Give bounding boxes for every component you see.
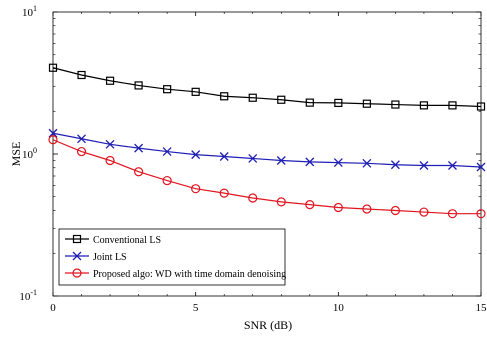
series-markers xyxy=(48,63,486,219)
y-tick-label: 100 xyxy=(22,146,37,161)
data-point xyxy=(191,150,201,160)
legend-label: Conventional LS xyxy=(93,235,161,246)
data-point xyxy=(48,63,58,72)
data-point xyxy=(390,205,400,216)
y-axis-label: MSE xyxy=(9,142,23,167)
y-tick-label: 10-1 xyxy=(19,288,37,303)
y-tick-base: 10 xyxy=(19,291,31,303)
data-point xyxy=(419,161,429,170)
data-point xyxy=(305,98,314,107)
data-point xyxy=(191,87,200,96)
data-point xyxy=(391,100,400,109)
data-point xyxy=(48,128,58,138)
series-line-1 xyxy=(52,132,482,168)
y-tick-base: 10 xyxy=(22,149,34,161)
data-point xyxy=(134,81,143,90)
data-point xyxy=(276,197,286,207)
data-point xyxy=(219,188,229,198)
legend-label: Joint LS xyxy=(93,252,127,263)
data-point xyxy=(390,160,400,170)
data-point xyxy=(191,184,201,194)
x-tick-label: 0 xyxy=(50,302,56,314)
y-tick-exponent: 0 xyxy=(33,146,37,155)
data-point xyxy=(76,146,87,157)
data-point xyxy=(162,147,172,157)
y-tick-label: 101 xyxy=(22,4,37,19)
x-axis-label: SNR (dB) xyxy=(244,318,292,332)
data-point xyxy=(276,156,286,165)
data-point xyxy=(305,157,315,167)
data-point xyxy=(476,162,486,172)
data-point xyxy=(476,102,486,111)
data-point xyxy=(105,139,115,149)
series-lines xyxy=(52,67,482,215)
data-point xyxy=(163,85,172,94)
series-line-2 xyxy=(52,139,481,215)
data-point xyxy=(362,204,372,214)
data-point xyxy=(248,154,258,163)
series-line-0 xyxy=(52,67,482,108)
data-point xyxy=(362,99,371,108)
data-point xyxy=(333,202,343,213)
data-point xyxy=(305,200,315,210)
data-point xyxy=(134,143,144,153)
data-point xyxy=(362,158,372,168)
data-point xyxy=(419,101,429,110)
data-point xyxy=(220,92,229,101)
legend-marker xyxy=(72,268,82,278)
data-point xyxy=(248,193,258,203)
y-tick-exponent: 1 xyxy=(33,4,37,13)
legend-box xyxy=(58,228,286,286)
data-point xyxy=(134,167,144,177)
data-point xyxy=(219,152,229,161)
data-point xyxy=(333,158,343,168)
data-point xyxy=(77,134,86,144)
x-tick-label: 15 xyxy=(476,302,487,314)
data-point xyxy=(334,98,343,108)
y-tick-exponent: -1 xyxy=(30,288,37,297)
data-point xyxy=(105,155,115,166)
legend-marker xyxy=(72,251,82,261)
data-point xyxy=(162,175,172,186)
data-point xyxy=(448,101,457,110)
y-tick-base: 10 xyxy=(22,7,34,19)
data-point xyxy=(248,93,257,102)
data-point xyxy=(476,209,486,219)
data-point xyxy=(448,161,457,170)
data-point xyxy=(105,76,115,85)
data-point xyxy=(77,70,86,80)
data-point xyxy=(277,95,286,104)
data-point xyxy=(419,207,429,217)
x-tick-label: 10 xyxy=(333,302,345,314)
data-point xyxy=(48,135,58,145)
x-tick-label: 5 xyxy=(193,302,199,314)
legend: Conventional LS Joint LS Proposed algo: WD… xyxy=(58,228,286,286)
legend-marker xyxy=(72,234,82,244)
legend-label: Proposed algo: WD with time domain denoi… xyxy=(93,269,286,280)
data-point xyxy=(447,209,458,219)
